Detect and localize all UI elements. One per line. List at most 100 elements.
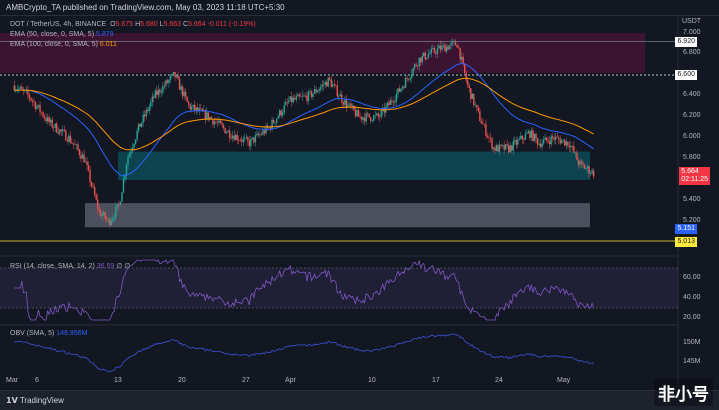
candle-body <box>351 105 354 107</box>
candle-body <box>154 90 157 98</box>
ema50-line <box>14 63 594 177</box>
candle-body <box>459 47 461 60</box>
candle-body <box>204 110 207 120</box>
candle-body <box>65 130 67 141</box>
candle-body <box>401 86 404 89</box>
candle-body <box>222 125 225 129</box>
candle-body <box>492 147 495 149</box>
candle-body <box>562 139 564 141</box>
candle-body <box>310 91 313 97</box>
supply-zone <box>0 33 645 73</box>
price-tick: 5.400 <box>683 196 701 203</box>
close-label: C <box>183 21 189 28</box>
candle-body <box>535 133 537 139</box>
candle-body <box>233 135 235 141</box>
current-price-tag: 5.664 02:11:25 <box>679 167 710 185</box>
candle-body <box>517 139 519 145</box>
candle-body <box>374 114 376 116</box>
candle-body <box>213 121 216 125</box>
candle-body <box>561 140 563 144</box>
candle-body <box>410 74 413 78</box>
candle-body <box>231 135 234 139</box>
candle-body <box>438 45 440 49</box>
candle-body <box>100 210 102 217</box>
legend: DOT / TetherUS, 4h, BINANCE O5.675 H5.68… <box>10 20 256 50</box>
obv-legend[interactable]: OBV (SMA, 5) 146.956M <box>10 330 87 337</box>
divider <box>0 15 719 16</box>
candle-body <box>227 130 229 133</box>
candle-body <box>159 89 161 94</box>
candle-body <box>156 90 158 95</box>
candle-body <box>133 143 135 148</box>
ema50-value: 5.879 <box>95 31 114 38</box>
candle-body <box>376 113 378 115</box>
candle-body <box>582 162 584 165</box>
candle-body <box>515 140 517 145</box>
candle-body <box>392 102 395 103</box>
candle-body <box>530 130 533 138</box>
ema50-legend[interactable]: EMA (50, close, 0, SMA, 5) 5.879 <box>10 30 256 40</box>
candle-body <box>145 109 147 117</box>
close-value: 5.664 <box>188 21 206 28</box>
tradingview-logo[interactable]: 𝟭𝗩 TradingView <box>6 396 64 405</box>
candle-body <box>163 85 166 87</box>
candle-body <box>570 146 572 148</box>
candle-body <box>501 144 504 146</box>
candle-body <box>447 46 449 50</box>
candle-body <box>300 96 302 97</box>
candle-body <box>356 110 358 117</box>
candle-body <box>318 89 320 92</box>
candle-body <box>83 154 85 163</box>
candle-body <box>128 153 131 158</box>
candle-body <box>198 108 200 112</box>
rsi-legend[interactable]: RSI (14, close, SMA, 14, 2) 36.59 ∅ ∅ <box>10 262 130 270</box>
candle-body <box>89 170 91 183</box>
candle-body <box>52 127 55 128</box>
candle-body <box>491 138 493 149</box>
symbol: DOT / TetherUS, 4h, BINANCE <box>10 21 107 28</box>
ema100-legend[interactable]: EMA (100, close, 0, SMA, 5) 6.011 <box>10 40 256 50</box>
candle-body <box>81 154 84 159</box>
candle-body <box>87 165 90 171</box>
candle-body <box>453 41 455 42</box>
candle-body <box>527 131 530 134</box>
candle-body <box>56 123 58 133</box>
candle-body <box>556 136 558 138</box>
candle-body <box>66 140 69 142</box>
candle-body <box>68 135 70 142</box>
candle-body <box>585 168 587 170</box>
chart-canvas[interactable] <box>0 0 719 390</box>
candle-body <box>285 102 287 106</box>
candle-body <box>332 84 334 87</box>
candle-body <box>13 85 15 91</box>
candle-body <box>124 174 126 180</box>
candle-body <box>462 56 464 64</box>
candle-body <box>134 139 137 144</box>
candle-body <box>115 207 117 218</box>
price-tick: 6.400 <box>683 91 701 98</box>
candle-body <box>33 101 35 103</box>
rsi-tick: 20.00 <box>683 314 701 321</box>
candle-body <box>365 113 367 122</box>
candle-body <box>429 53 431 55</box>
candle-body <box>574 152 577 154</box>
candle-body <box>316 91 319 93</box>
candle-body <box>398 88 401 92</box>
open-label: O <box>110 21 116 28</box>
candle-body <box>329 77 331 80</box>
candle-body <box>464 63 466 73</box>
candle-body <box>319 86 322 90</box>
candle-body <box>324 81 326 85</box>
candle-body <box>206 112 208 120</box>
candle-body <box>514 140 516 142</box>
candle-body <box>57 132 59 134</box>
candle-body <box>541 143 543 148</box>
candle-body <box>591 170 593 174</box>
candle-body <box>121 192 123 202</box>
candle-body <box>479 111 481 122</box>
candle-body <box>72 143 75 145</box>
rsi-label: RSI (14, close, SMA, 14, 2) <box>10 263 95 270</box>
candle-body <box>432 47 434 49</box>
candle-body <box>37 104 40 107</box>
watermark-logo: 非小号 <box>654 379 713 406</box>
